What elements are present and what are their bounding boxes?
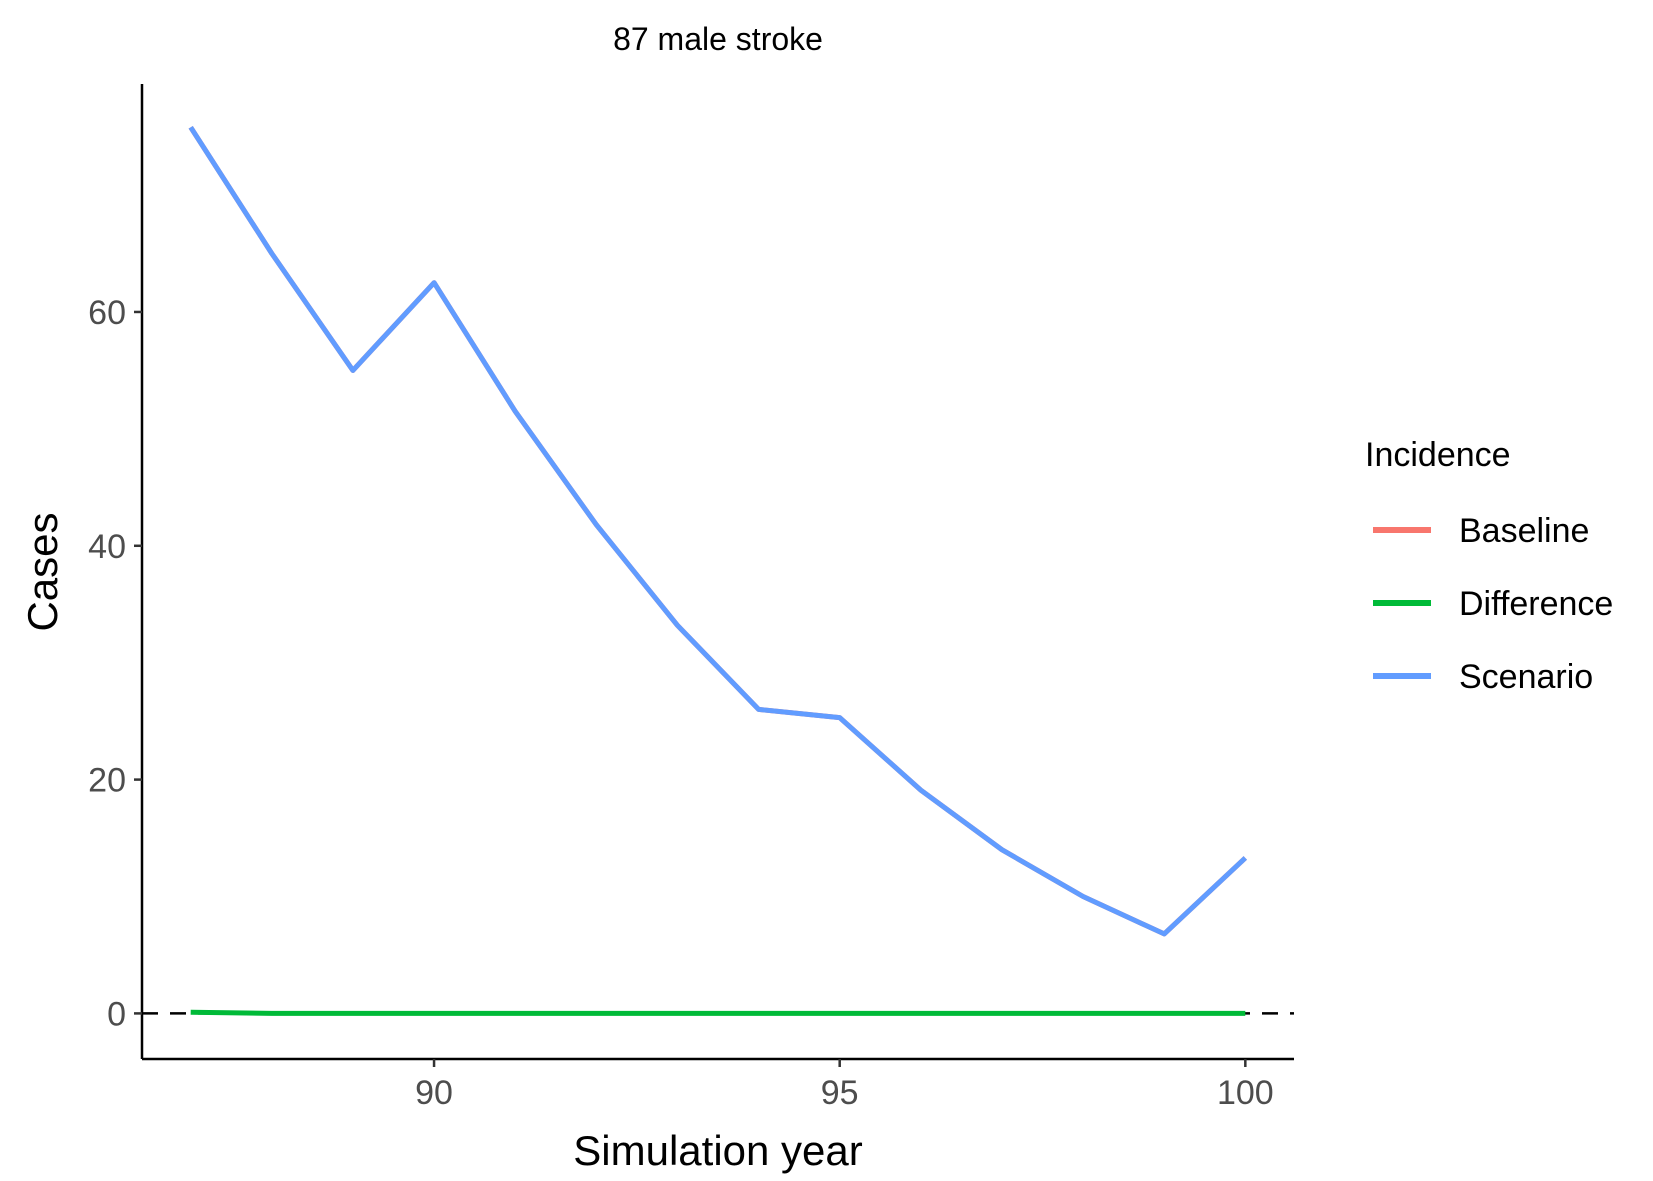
x-axis-ticks: 90 95 100 — [415, 1059, 1274, 1112]
y-axis-ticks: 0 20 40 60 — [88, 294, 142, 1033]
legend-entries: Baseline Difference Scenario — [1373, 512, 1613, 696]
series-line-difference — [190, 1009, 1246, 1016]
y-tick-label: 20 — [88, 762, 126, 800]
series-line-scenario — [188, 125, 1248, 937]
y-axis-label: Cases — [19, 512, 66, 631]
legend-title: Incidence — [1365, 436, 1511, 474]
x-tick-label: 95 — [821, 1074, 859, 1112]
legend-label-difference: Difference — [1459, 585, 1613, 623]
x-axis-label: Simulation year — [573, 1127, 862, 1174]
chart-title: 87 male stroke — [613, 21, 823, 57]
y-tick-label: 60 — [88, 294, 126, 332]
series-layer — [188, 125, 1248, 1016]
x-tick-label: 90 — [415, 1074, 453, 1112]
y-tick-label: 40 — [88, 528, 126, 566]
legend: Incidence Baseline Difference Scenario — [1365, 436, 1613, 696]
legend-label-baseline: Baseline — [1459, 512, 1589, 550]
legend-label-scenario: Scenario — [1459, 658, 1593, 696]
x-tick-label: 100 — [1217, 1074, 1274, 1112]
y-tick-label: 0 — [107, 995, 126, 1033]
